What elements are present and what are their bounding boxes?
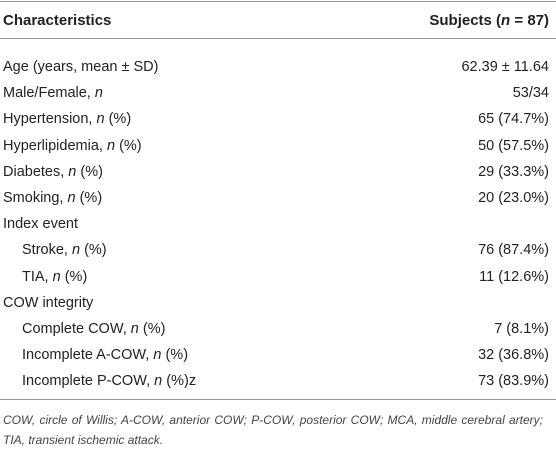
text: Hyperlipidemia, xyxy=(3,137,107,154)
row-label: Age (years, mean ± SD) xyxy=(3,59,158,75)
row-value: 65 (74.7%) xyxy=(478,111,549,128)
text: Incomplete P-COW, xyxy=(22,373,155,390)
text: Index event xyxy=(3,216,78,233)
text: (%) xyxy=(76,163,103,180)
row-label: TIA, n (%) xyxy=(3,269,87,285)
row-value: 62.39 ± 11.64 xyxy=(461,59,549,76)
row-label: Hypertension, n (%) xyxy=(3,111,131,127)
text: (%) xyxy=(75,190,103,207)
row-label: COW integrity xyxy=(3,295,93,311)
text: (%) xyxy=(80,242,107,259)
text: Male/Female, xyxy=(3,85,95,102)
italic-text: n xyxy=(501,11,511,29)
text: (%) xyxy=(104,111,132,128)
row-label: Incomplete P-COW, n (%)z xyxy=(3,373,196,389)
italic-text: n xyxy=(94,85,103,102)
row-value: 29 (33.3%) xyxy=(478,163,549,180)
row-value: 76 (87.4%) xyxy=(478,242,549,259)
table-row: COW integrity xyxy=(0,290,556,316)
table: Characteristics Subjects (n = 87) Age (ye… xyxy=(0,1,556,401)
header-row: Characteristics Subjects (n = 87) xyxy=(0,2,556,39)
text: (%)z xyxy=(162,373,197,390)
text: Age (years, mean ± SD) xyxy=(3,59,159,76)
row-value: 50 (57.5%) xyxy=(478,137,549,154)
row-value: 7 (8.1%) xyxy=(494,320,549,337)
italic-text: n xyxy=(71,242,81,259)
italic-text: n xyxy=(96,111,105,128)
table-body: Age (years, mean ± SD) 62.39 ± 11.64 Male/… xyxy=(0,39,556,401)
italic-text: n xyxy=(106,137,116,154)
row-label: Male/Female, n xyxy=(3,85,103,101)
text: Complete COW, xyxy=(22,320,131,337)
text: (%) xyxy=(60,268,88,285)
table-row: Male/Female, n 53/34 xyxy=(0,80,556,106)
text: Characteristics xyxy=(3,11,112,29)
text: TIA, xyxy=(22,268,53,285)
text: Incomplete A-COW, xyxy=(22,347,154,364)
row-label: Diabetes, n (%) xyxy=(3,164,103,180)
row-label: Complete COW, n (%) xyxy=(3,321,165,337)
table-row: Smoking, n (%) 20 (23.0%) xyxy=(0,185,556,211)
italic-text: n xyxy=(130,320,139,337)
footnote: COW, circle of Willis; A-COW, anterior C… xyxy=(3,413,543,447)
table-row: Stroke, n (%) 76 (87.4%) xyxy=(0,237,556,263)
text: Stroke, xyxy=(22,242,72,259)
text: Hypertension, xyxy=(3,111,97,128)
row-label: Stroke, n (%) xyxy=(3,242,107,258)
row-label: Smoking, n (%) xyxy=(3,190,102,206)
table-row: Age (years, mean ± SD) 62.39 ± 11.64 xyxy=(0,54,556,80)
row-label: Incomplete A-COW, n (%) xyxy=(3,347,188,363)
text: Diabetes, xyxy=(3,163,69,180)
table-row: Hyperlipidemia, n (%) 50 (57.5%) xyxy=(0,133,556,159)
text: COW integrity xyxy=(3,294,94,311)
table-row: Complete COW, n (%) 7 (8.1%) xyxy=(0,316,556,342)
italic-text: n xyxy=(154,373,163,390)
row-value: 73 (83.9%) xyxy=(478,373,549,390)
row-value: 11 (12.6%) xyxy=(479,268,549,285)
text: (%) xyxy=(115,137,142,154)
table-row: Hypertension, n (%) 65 (74.7%) xyxy=(0,106,556,132)
table-row: Incomplete P-COW, n (%)z 73 (83.9%) xyxy=(0,368,556,394)
italic-text: n xyxy=(153,347,162,364)
italic-text: n xyxy=(67,190,76,207)
table-row: Index event xyxy=(0,211,556,237)
row-value: 20 (23.0%) xyxy=(478,190,549,207)
text: = 87) xyxy=(510,11,549,29)
row-value: 53/34 xyxy=(512,85,549,102)
text: (%) xyxy=(161,347,189,364)
italic-text: n xyxy=(68,163,77,180)
row-label: Hyperlipidemia, n (%) xyxy=(3,138,142,154)
header-cell: Subjects (n = 87) xyxy=(429,12,549,29)
text: Smoking, xyxy=(3,190,68,207)
table-row: TIA, n (%) 11 (12.6%) xyxy=(0,264,556,290)
row-label: Index event xyxy=(3,216,78,232)
text: (%) xyxy=(138,320,166,337)
header-cell: Characteristics xyxy=(3,12,111,29)
italic-text: n xyxy=(52,268,61,285)
table-row: Diabetes, n (%) 29 (33.3%) xyxy=(0,159,556,185)
table-row: Incomplete A-COW, n (%) 32 (36.8%) xyxy=(0,342,556,368)
text: Subjects ( xyxy=(429,11,502,29)
row-value: 32 (36.8%) xyxy=(478,347,549,364)
